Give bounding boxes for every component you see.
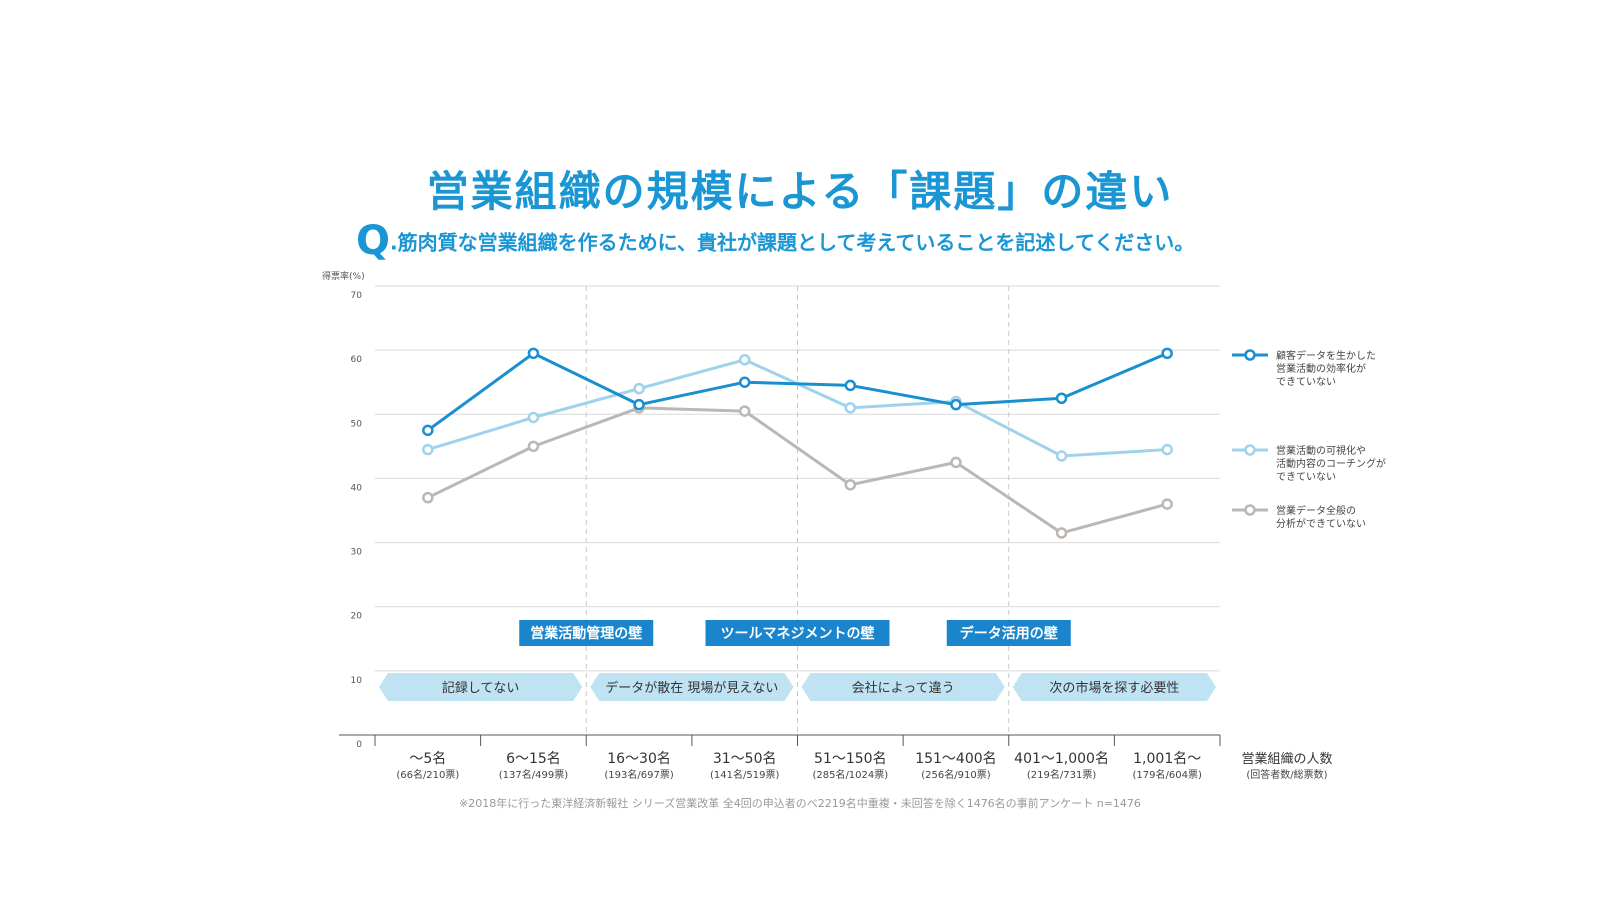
x-tick-label: 16〜30名 (607, 751, 671, 767)
x-tick-label: 31〜50名 (713, 751, 777, 767)
data-point (1161, 347, 1173, 360)
x-tick-sublabel: (193名/697票) (604, 768, 673, 781)
data-point (422, 443, 434, 456)
x-tick-sublabel: (256名/910票) (921, 768, 990, 781)
data-point (422, 424, 434, 437)
data-point (738, 405, 751, 417)
wall-label: 営業活動管理の壁 (530, 625, 642, 642)
wall-box (705, 620, 890, 646)
x-tick-label: 〜5名 (409, 751, 446, 767)
y-tick-label: 40 (351, 483, 363, 493)
legend-label: 営業活動の可視化や (1276, 444, 1366, 457)
stage-label: 記録してない (442, 680, 520, 696)
stage-arrow (379, 673, 583, 701)
y-tick-label: 50 (351, 419, 363, 429)
x-tick-sublabel: (66名/210票) (396, 768, 459, 781)
x-tick-sublabel: (219名/731票) (1027, 768, 1096, 781)
data-point (950, 456, 962, 469)
x-tick-sublabel: (141名/519票) (710, 768, 779, 781)
y-tick-label: 10 (351, 676, 363, 686)
stage-label: データが散在 現場が見えない (605, 680, 778, 696)
stage-label: 会社によって違う (852, 680, 955, 696)
y-tick-label: 30 (351, 548, 363, 558)
x-tick-label: 151〜400名 (915, 751, 996, 767)
data-point (527, 411, 540, 424)
data-point (527, 440, 540, 453)
wall-box (519, 620, 654, 646)
legend-label: 営業活動の効率化が (1276, 362, 1366, 375)
data-point (527, 347, 540, 360)
question-mark: Q (356, 218, 391, 264)
wall-label: データ活用の壁 (960, 625, 1058, 642)
legend-label: できていない (1276, 471, 1336, 483)
data-point (633, 382, 645, 395)
y-tick-label: 0 (356, 740, 362, 750)
x-tick-sublabel: (285名/1024票) (812, 768, 888, 781)
legend-label: 分析ができていない (1276, 517, 1366, 530)
footnote: ※2018年に行った東洋経済新報社 シリーズ営業改革 全4回の申込者のべ2219… (459, 797, 1141, 810)
legend-label: 営業データ全般の (1276, 504, 1356, 517)
stage-arrow (590, 673, 794, 701)
legend-label: 活動内容のコーチングが (1276, 457, 1386, 470)
question-text: .筋肉質な営業組織を作るために、貴社が課題として考えていることを記述してください… (390, 230, 1195, 255)
x-axis-sublabel: (回答者数/総票数) (1246, 768, 1327, 781)
data-point (1055, 450, 1068, 462)
x-tick-label: 1,001名〜 (1133, 751, 1201, 767)
data-point (1055, 392, 1068, 404)
stage-label: 次の市場を探す必要性 (1049, 680, 1179, 696)
x-tick-sublabel: (137名/499票) (499, 768, 568, 781)
data-point (738, 376, 751, 388)
series-line (426, 351, 1168, 432)
y-axis-label: 得票率(%) (322, 270, 365, 282)
data-point (1161, 443, 1173, 456)
legend-marker (1244, 444, 1256, 456)
stage-arrow (1012, 673, 1216, 701)
data-point (422, 491, 434, 504)
x-axis-label: 営業組織の人数 (1241, 751, 1332, 767)
stage-arrow (801, 673, 1005, 701)
series-line (427, 406, 1168, 535)
question: Q.筋肉質な営業組織を作るために、貴社が課題として考えていることを記述してくださ… (356, 218, 1194, 264)
legend-label: できていない (1276, 376, 1336, 388)
y-tick-label: 60 (351, 355, 363, 365)
x-tick-label: 6〜15名 (506, 751, 561, 767)
data-point (738, 354, 751, 366)
x-tick-label: 51〜150名 (814, 751, 887, 767)
data-point (633, 398, 645, 411)
data-point (1161, 498, 1173, 510)
y-tick-label: 70 (351, 291, 363, 301)
wall-label: ツールマネジメントの壁 (721, 625, 875, 642)
data-point (844, 379, 857, 392)
legend-marker (1244, 349, 1256, 361)
wall-box (946, 620, 1071, 646)
y-tick-label: 20 (351, 612, 363, 622)
data-point (844, 402, 857, 414)
data-point (844, 479, 857, 491)
legend-label: 顧客データを生かした (1276, 349, 1376, 362)
chart-title: 営業組織の規模による「課題」の違い (426, 167, 1174, 216)
x-tick-sublabel: (179名/604票) (1133, 768, 1202, 781)
legend-marker (1244, 504, 1256, 516)
data-point (1055, 527, 1068, 539)
x-tick-label: 401〜1,000名 (1014, 751, 1109, 767)
data-point (950, 398, 962, 411)
